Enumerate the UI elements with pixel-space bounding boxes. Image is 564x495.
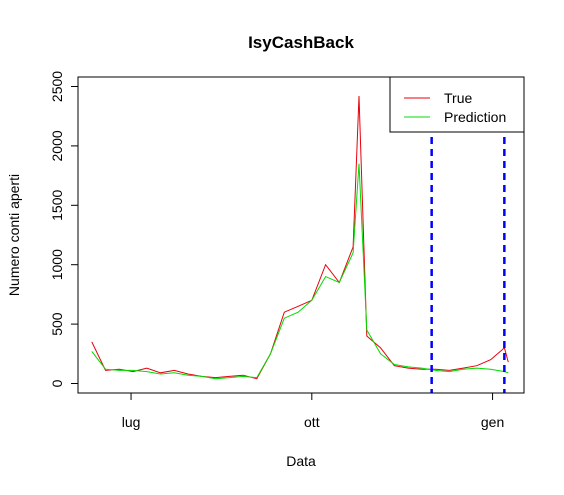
- legend: True Prediction: [389, 76, 525, 133]
- x-tick-label-ott: ott: [304, 414, 320, 430]
- axis-layer: lug ott gen 0 500 1000 1500 2000 2500: [49, 71, 504, 430]
- legend-label-true: True: [444, 90, 472, 106]
- chart-title: IsyCashBack: [248, 33, 354, 52]
- x-tick-label-lug: lug: [122, 414, 141, 430]
- y-tick-label-1500: 1500: [49, 190, 65, 221]
- x-tick-label-gen: gen: [481, 414, 504, 430]
- y-tick-label-2500: 2500: [49, 71, 65, 102]
- x-axis-label: Data: [286, 453, 316, 469]
- y-axis-label: Numero conti aperti: [6, 174, 22, 296]
- series-line-prediction: [91, 163, 509, 380]
- y-tick-label-1000: 1000: [49, 249, 65, 280]
- legend-label-prediction: Prediction: [444, 109, 506, 125]
- y-tick-label-0: 0: [49, 379, 65, 387]
- y-tick-label-500: 500: [49, 312, 65, 336]
- series-layer: [91, 95, 509, 380]
- legend-box: [389, 76, 525, 133]
- y-tick-label-2000: 2000: [49, 130, 65, 161]
